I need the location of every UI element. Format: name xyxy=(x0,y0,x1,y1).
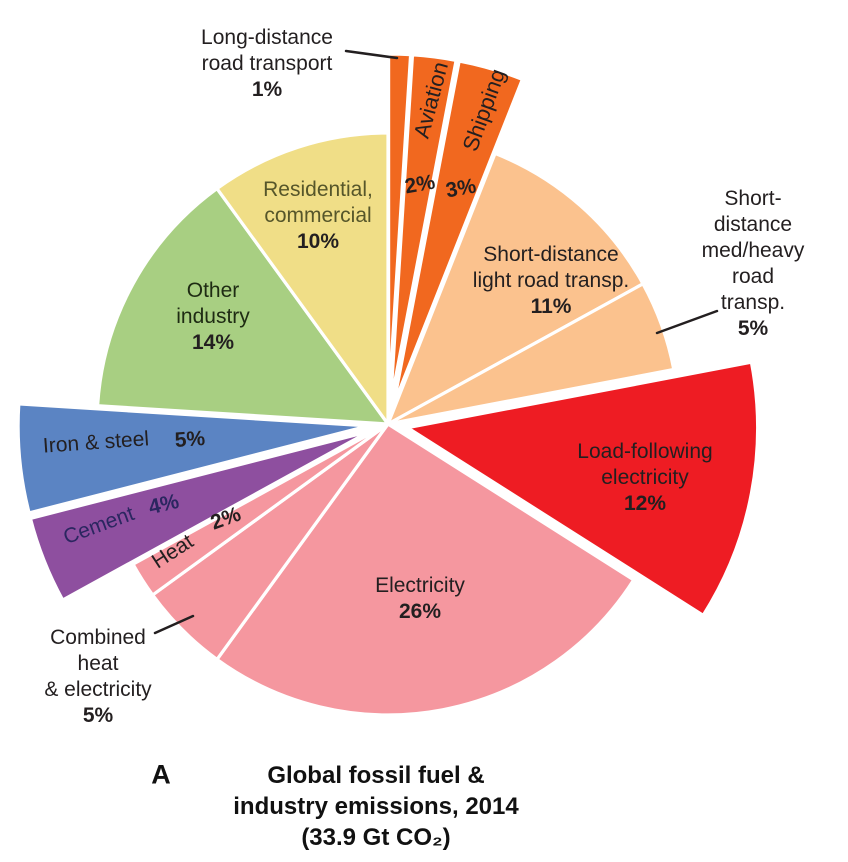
label-pct: 14% xyxy=(191,331,235,355)
label-shipping-pct: 3% xyxy=(443,174,478,203)
pie-slice-electricity xyxy=(215,422,636,717)
label-pct: 5% xyxy=(82,704,114,728)
label-text: Short-distance light road transp. xyxy=(472,242,630,292)
label-residential-commercial: Residential, commercial 10% xyxy=(263,177,373,255)
label-iron-steel-pct: 5% xyxy=(174,426,206,453)
pie-slice-cement xyxy=(28,429,371,602)
panel-label: A xyxy=(151,759,171,790)
label-text: Long-distance road transport xyxy=(201,25,333,75)
label-text: Other industry xyxy=(176,278,250,328)
pie-slice-load-following-electricity xyxy=(406,360,760,617)
label-pct: 1% xyxy=(251,78,283,102)
pie-slice-iron-steel xyxy=(16,402,370,515)
pie-slice-aviation xyxy=(388,53,458,406)
pie-slice-shipping xyxy=(392,59,524,407)
pie-slice-residential-commercial xyxy=(215,131,390,426)
pie-slice-short-distance-light-road xyxy=(386,151,645,426)
label-long-distance-road-transport: Long-distance road transport 1% xyxy=(201,25,333,103)
label-other-industry: Other industry 14% xyxy=(176,278,250,356)
label-pct: 11% xyxy=(530,295,572,319)
label-electricity: Electricity 26% xyxy=(375,573,465,625)
label-text: Short-distance med/heavy road transp. xyxy=(701,186,805,315)
leader-line-med-heavy xyxy=(655,309,719,335)
leader-line-combined-heat xyxy=(153,614,195,635)
label-load-following-electricity: Load-following electricity 12% xyxy=(577,439,712,517)
pie-slice-other-industry xyxy=(96,187,390,426)
pie-slice-short-distance-med-heavy-road xyxy=(386,282,676,426)
pie-slice-heat xyxy=(131,422,390,597)
leader-line-long-distance xyxy=(344,49,399,60)
chart-title: Global fossil fuel & industry emissions,… xyxy=(233,762,519,852)
label-short-distance-med-heavy-road: Short-distance med/heavy road transp. 5% xyxy=(702,186,805,342)
pie-slice-long-distance-road-transport xyxy=(387,52,413,406)
label-short-distance-light-road: Short-distance light road transp. 11% xyxy=(473,242,629,320)
label-combined-heat-electricity: Combined heat & electricity 5% xyxy=(44,625,151,729)
label-text: Residential, commercial xyxy=(263,177,373,227)
label-pct: 26% xyxy=(398,600,442,623)
label-text: Load-following electricity xyxy=(577,439,713,489)
label-pct: 12% xyxy=(623,492,667,516)
label-pct: 10% xyxy=(296,230,340,254)
label-text: Combined heat & electricity xyxy=(44,625,152,701)
label-text: Electricity xyxy=(375,573,465,597)
label-aviation-pct: 2% xyxy=(402,170,437,199)
label-pct: 5% xyxy=(737,317,769,341)
